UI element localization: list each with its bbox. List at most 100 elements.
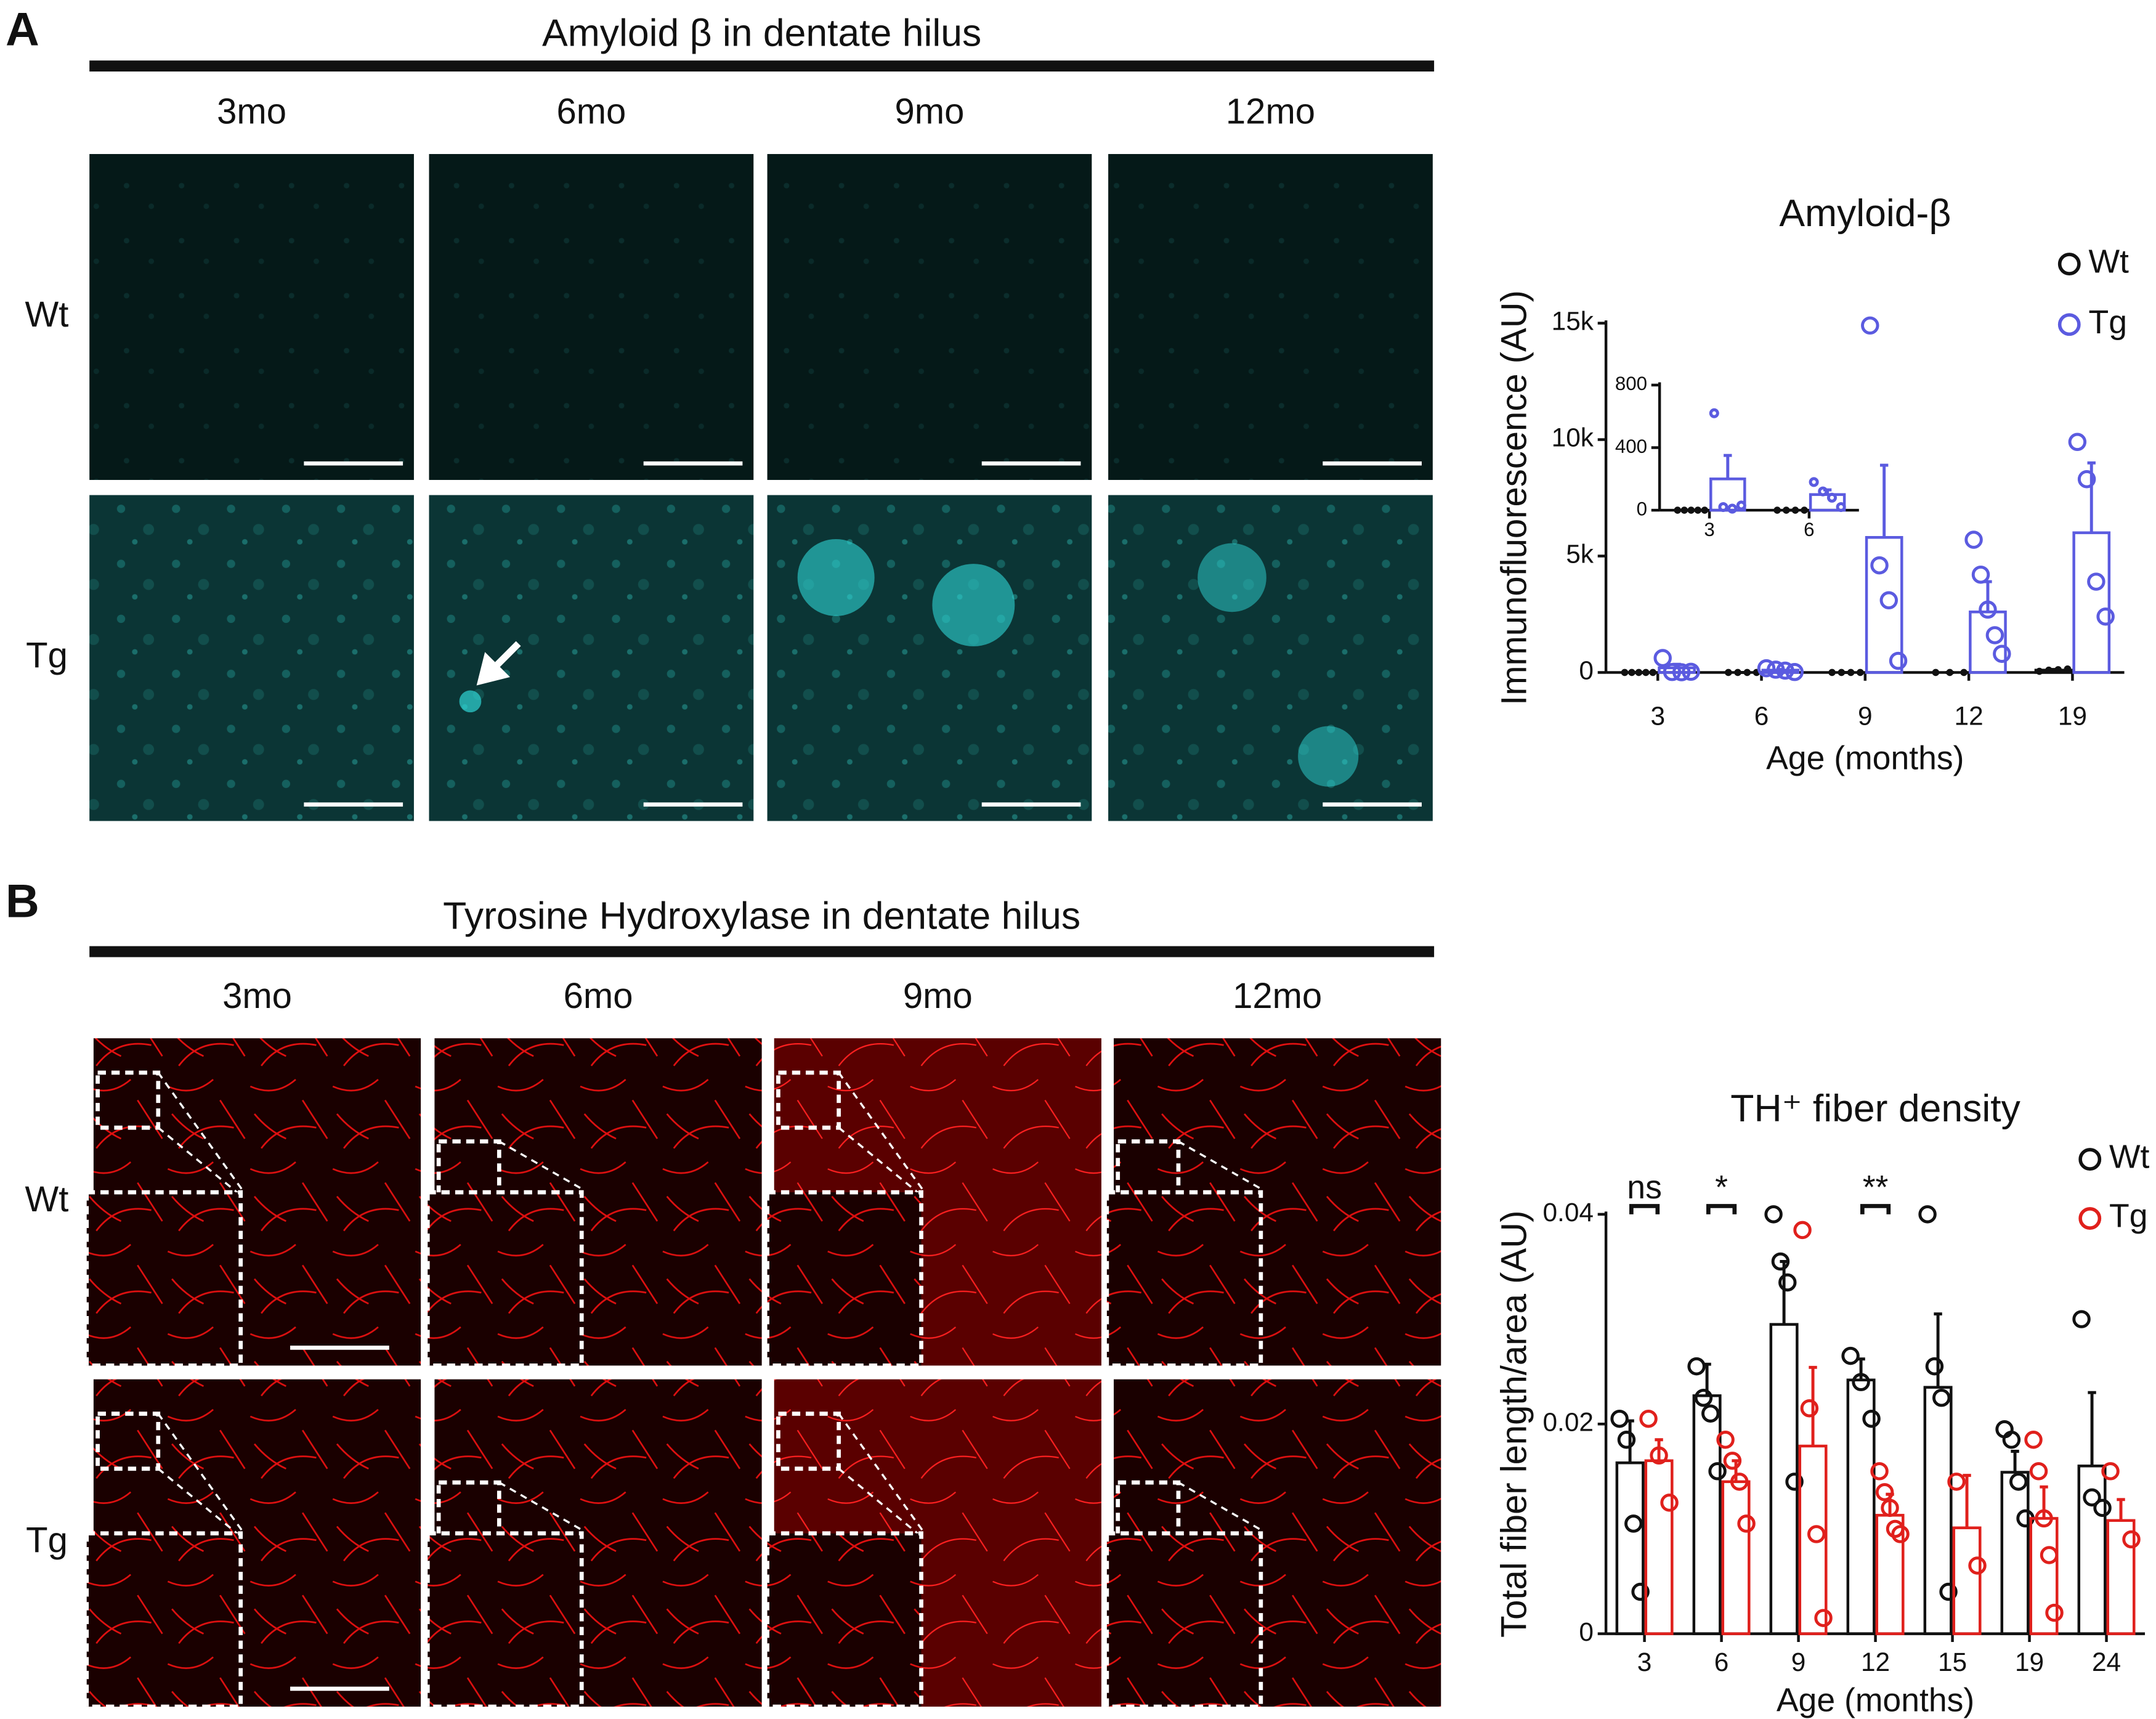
data-point bbox=[1800, 1399, 1819, 1418]
error-bar bbox=[2040, 1485, 2048, 1519]
data-point bbox=[1971, 565, 1990, 584]
x-axis-label: Age (months) bbox=[1766, 740, 1964, 776]
bar bbox=[2000, 1471, 2030, 1635]
y-tick-label: 15k bbox=[1552, 307, 1594, 336]
x-tick-label: 6 bbox=[1754, 701, 1769, 730]
error-bar bbox=[1984, 580, 1992, 612]
legend-marker bbox=[2078, 1148, 2102, 1171]
data-point bbox=[1826, 492, 1837, 503]
data-point bbox=[1861, 316, 1879, 335]
data-point bbox=[1694, 1388, 1713, 1407]
micrograph bbox=[1108, 495, 1433, 821]
zoom-inset bbox=[765, 1531, 923, 1709]
bar bbox=[1769, 1323, 1799, 1635]
data-point bbox=[2054, 666, 2062, 673]
x-tick-label: 12 bbox=[1955, 701, 1984, 730]
panel-label: A bbox=[6, 4, 39, 56]
row-label: Tg bbox=[26, 635, 68, 675]
data-point bbox=[1687, 506, 1695, 514]
data-point bbox=[1737, 1514, 1756, 1533]
panel-title: Tyrosine Hydroxylase in dentate hilus bbox=[443, 894, 1080, 937]
data-point bbox=[1968, 1556, 1987, 1575]
data-point bbox=[2024, 1431, 2043, 1449]
y-tick-label: 5k bbox=[1566, 540, 1594, 569]
data-point bbox=[1682, 662, 1700, 681]
data-point bbox=[1852, 1373, 1870, 1391]
data-point bbox=[2101, 1462, 2120, 1481]
error-bar bbox=[1780, 1259, 1788, 1325]
zoom-line bbox=[157, 1413, 243, 1538]
data-point bbox=[1639, 1409, 1658, 1428]
x-tick-label: 6 bbox=[1714, 1648, 1729, 1676]
data-point bbox=[1947, 1473, 1966, 1491]
plaque bbox=[459, 690, 482, 713]
data-point bbox=[2002, 1431, 2021, 1449]
zoom-inset bbox=[84, 1531, 243, 1709]
x-tick-label: 12 bbox=[1861, 1648, 1890, 1676]
significance: ns bbox=[1627, 1169, 1662, 1206]
column-label: 3mo bbox=[222, 976, 292, 1016]
data-point bbox=[1879, 591, 1899, 610]
data-point bbox=[2077, 470, 2096, 489]
column-label: 12mo bbox=[1233, 976, 1322, 1016]
data-point bbox=[1838, 668, 1846, 677]
data-point bbox=[1743, 668, 1751, 677]
x-tick-label: 9 bbox=[1791, 1648, 1806, 1676]
micrograph bbox=[767, 153, 1092, 480]
column-label: 6mo bbox=[564, 976, 633, 1016]
data-point bbox=[1841, 1346, 1860, 1365]
legend-marker bbox=[2078, 1207, 2102, 1230]
roi-box bbox=[95, 1412, 161, 1471]
data-point bbox=[1649, 668, 1657, 677]
data-point bbox=[1650, 1446, 1668, 1465]
plaque bbox=[1198, 543, 1266, 612]
data-point bbox=[1932, 668, 1940, 677]
column-label: 6mo bbox=[556, 92, 626, 132]
legend-label: Tg bbox=[2109, 1198, 2148, 1235]
micrograph bbox=[89, 495, 414, 821]
data-point bbox=[1791, 506, 1799, 514]
data-point bbox=[2035, 667, 2043, 675]
zoom-inset bbox=[425, 1531, 584, 1709]
data-point bbox=[1862, 1409, 1881, 1428]
data-point bbox=[1674, 506, 1682, 514]
data-point bbox=[1807, 1525, 1826, 1543]
data-point bbox=[1979, 600, 1997, 619]
zoom-inset bbox=[1104, 1531, 1263, 1709]
data-point bbox=[1776, 661, 1794, 680]
data-point bbox=[1663, 662, 1682, 681]
bar bbox=[1644, 1459, 1674, 1635]
roi-box bbox=[776, 1070, 841, 1130]
bar bbox=[2072, 531, 2111, 674]
data-point bbox=[1734, 668, 1741, 677]
data-point bbox=[2072, 1310, 2091, 1328]
data-point bbox=[1875, 1483, 1894, 1502]
x-tick-label: 19 bbox=[2015, 1648, 2044, 1676]
data-point bbox=[2040, 1546, 2059, 1564]
micrograph bbox=[429, 153, 754, 480]
data-point bbox=[1785, 662, 1804, 681]
data-point bbox=[1870, 1462, 1889, 1481]
data-point bbox=[1701, 1404, 1720, 1423]
data-point bbox=[1730, 1473, 1749, 1491]
x-tick-label: 3 bbox=[1650, 701, 1665, 730]
data-point bbox=[1635, 668, 1643, 677]
data-point bbox=[1801, 506, 1808, 514]
error-bar bbox=[2088, 1391, 2096, 1466]
data-point bbox=[1694, 506, 1702, 514]
error-bar bbox=[1963, 1474, 1971, 1528]
data-point bbox=[1716, 1431, 1735, 1449]
data-point bbox=[1724, 668, 1732, 677]
data-point bbox=[1939, 1582, 1958, 1601]
data-point bbox=[1964, 530, 1983, 549]
x-tick-label: 3 bbox=[1704, 519, 1714, 540]
data-point bbox=[1985, 626, 2004, 644]
data-point bbox=[2045, 666, 2053, 674]
data-point bbox=[1881, 1498, 1899, 1518]
x-tick-label: 15 bbox=[1938, 1648, 1967, 1676]
y-tick-label: 0 bbox=[1579, 1617, 1594, 1646]
y-tick-label: 400 bbox=[1615, 436, 1647, 457]
micrograph bbox=[767, 495, 1092, 821]
error-bar bbox=[1879, 463, 1889, 538]
